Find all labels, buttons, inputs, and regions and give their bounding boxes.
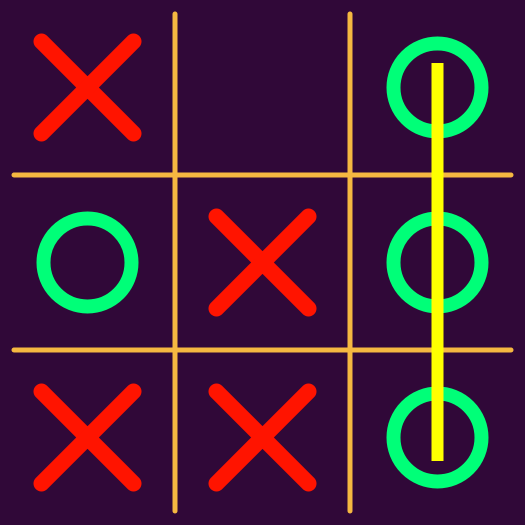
cell-r1-c2[interactable] xyxy=(175,0,350,175)
cell-r2-c2[interactable] xyxy=(175,175,350,350)
cell-r1-c1[interactable] xyxy=(0,0,175,175)
grid-lines xyxy=(11,11,514,514)
x-mark-stroke xyxy=(33,383,142,492)
x-mark-stroke xyxy=(208,208,317,317)
x-mark xyxy=(33,33,142,142)
cell-r2-c1[interactable] xyxy=(0,175,175,350)
x-mark xyxy=(208,208,317,317)
cell-hit-area[interactable] xyxy=(175,0,350,175)
cell-r3-c1[interactable] xyxy=(0,350,175,525)
x-mark xyxy=(208,383,317,492)
cell-hit-area[interactable] xyxy=(0,175,175,350)
cell-r3-c2[interactable] xyxy=(175,350,350,525)
x-mark-stroke xyxy=(208,383,317,492)
o-mark xyxy=(36,211,139,314)
x-mark-stroke xyxy=(33,33,142,142)
x-mark xyxy=(33,383,142,492)
